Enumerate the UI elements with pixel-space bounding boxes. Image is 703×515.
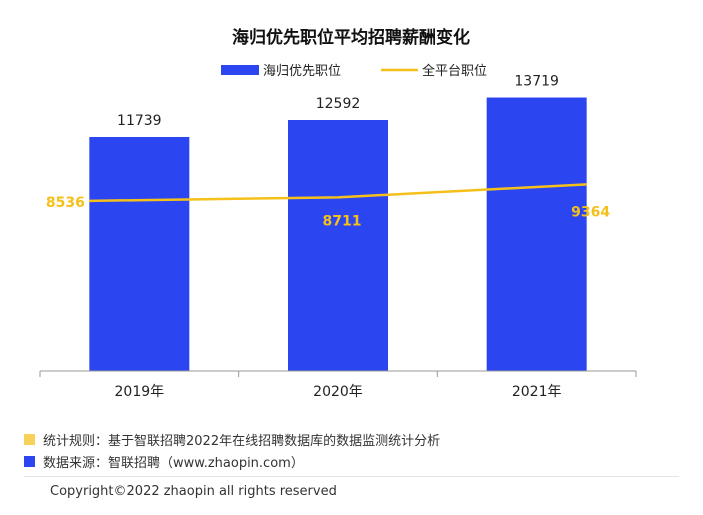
- bar-line-chart: 海归优先职位平均招聘薪酬变化 海归优先职位 全平台职位 11739 2019年 12…: [39, 27, 637, 400]
- divider: [24, 476, 679, 477]
- x-tick-label-2: 2021年: [512, 384, 562, 400]
- legend-label-line: 全平台职位: [422, 63, 487, 79]
- legend-swatch-bar: [221, 65, 259, 75]
- footnote-rule-text: 统计规则：基于智联招聘2022年在线招聘数据库的数据监测统计分析: [43, 433, 441, 449]
- copyright: Copyright©2022 zhaopin all rights reserv…: [50, 484, 337, 499]
- line-value-label-2: 9364: [571, 204, 610, 220]
- footnote-rule: 统计规则：基于智联招聘2022年在线招聘数据库的数据监测统计分析: [24, 428, 440, 450]
- bar-2: [486, 97, 587, 371]
- x-tick-label-0: 2019年: [115, 384, 165, 400]
- footnote-source: 数据来源：智联招聘（www.zhaopin.com）: [24, 450, 440, 472]
- line-value-label-1: 8711: [323, 213, 362, 229]
- bar-value-label-1: 12592: [316, 96, 361, 112]
- plot-area: 11739 2019年 12592 2020年 13719 2021年 8536 8711 93…: [39, 74, 637, 400]
- footnotes: 统计规则：基于智联招聘2022年在线招聘数据库的数据监测统计分析 数据来源：智联…: [24, 428, 440, 472]
- bar-1: [288, 119, 388, 371]
- bar-0: [89, 137, 190, 371]
- line-series-path: [89, 183, 587, 203]
- footnote-source-text: 数据来源：智联招聘（www.zhaopin.com）: [43, 455, 304, 471]
- line-value-label-0: 8536: [46, 195, 85, 211]
- x-tick-label-1: 2020年: [313, 384, 363, 400]
- legend-label-bar: 海归优先职位: [263, 64, 341, 79]
- footnote-rule-swatch: [24, 433, 35, 445]
- chart-legend: 海归优先职位 全平台职位: [221, 63, 487, 79]
- chart-title: 海归优先职位平均招聘薪酬变化: [232, 27, 470, 48]
- bar-value-label-0: 11739: [117, 113, 162, 129]
- bar-value-label-2: 13719: [514, 74, 559, 90]
- footnote-source-swatch: [24, 455, 35, 467]
